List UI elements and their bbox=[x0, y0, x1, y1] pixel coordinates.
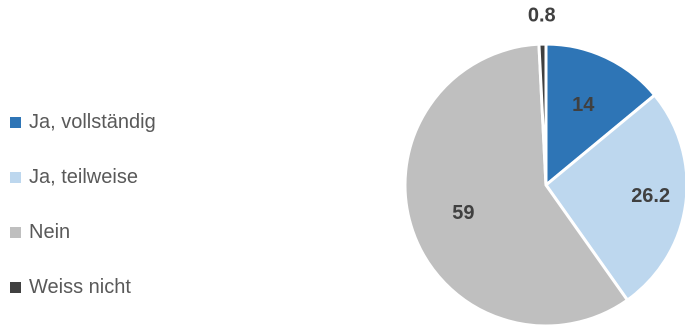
data-label-ja-vollstaendig: 14 bbox=[572, 94, 595, 116]
legend-swatch-weiss-nicht bbox=[10, 282, 21, 293]
legend-swatch-ja-vollstaendig bbox=[10, 117, 21, 128]
legend-swatch-ja-teilweise bbox=[10, 172, 21, 183]
legend-label-ja-vollstaendig: Ja, vollständig bbox=[29, 111, 156, 133]
legend-label-ja-teilweise: Ja, teilweise bbox=[29, 166, 138, 188]
legend-swatch-nein bbox=[10, 227, 21, 238]
pie-slice-weiss-nicht bbox=[537, 42, 548, 186]
legend-item-ja-vollstaendig: Ja, vollständig bbox=[10, 95, 156, 150]
legend-item-nein: Nein bbox=[10, 205, 156, 260]
pie-slice-nein bbox=[403, 42, 630, 328]
legend-item-ja-teilweise: Ja, teilweise bbox=[10, 150, 156, 205]
pie-slice-ja-teilweise bbox=[543, 93, 685, 303]
data-label-nein: 59 bbox=[452, 202, 474, 224]
legend-item-weiss-nicht: Weiss nicht bbox=[10, 260, 156, 315]
pie-slice-ja-vollstaendig bbox=[544, 42, 657, 189]
chart-legend: Ja, vollständig Ja, teilweise Nein Weiss… bbox=[10, 95, 156, 315]
legend-label-nein: Nein bbox=[29, 221, 71, 243]
data-label-weiss-nicht: 0.8 bbox=[528, 4, 556, 26]
data-label-ja-teilweise: 26.2 bbox=[631, 185, 670, 207]
legend-label-weiss-nicht: Weiss nicht bbox=[29, 276, 131, 298]
